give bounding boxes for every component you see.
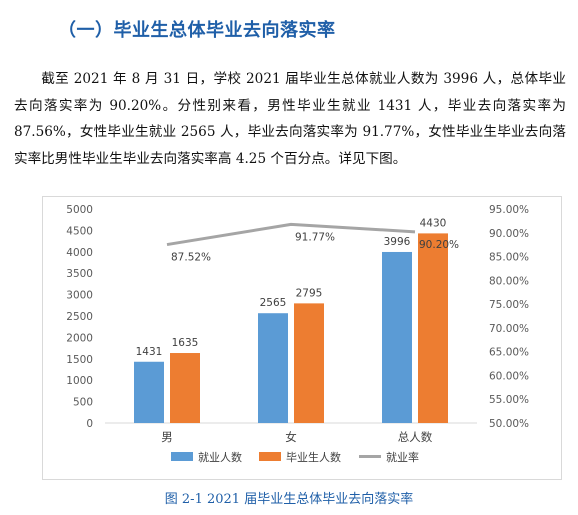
legend-swatch <box>171 452 193 461</box>
summary-paragraph: 截至 2021 年 8 月 31 日，学校 2021 届毕业生总体就业人数为 3… <box>14 71 566 167</box>
bar-value-label: 4430 <box>420 217 447 229</box>
right-tick-label: 60.00% <box>489 370 529 382</box>
bar-series: 1431 1635 2565 2795 3996 4430 <box>134 217 448 423</box>
left-axis: 0 500 1000 1500 2000 2500 3000 3500 4000 4500 5000 <box>66 204 93 430</box>
line-series: 87.52% 91.77% 90.20% <box>166 222 459 264</box>
rate-line <box>166 222 416 247</box>
line-value-label: 87.52% <box>171 252 211 264</box>
left-tick-label: 3000 <box>66 290 93 302</box>
bar <box>418 233 448 423</box>
chart-frame: 0 500 1000 1500 2000 2500 3000 3500 4000 4500 5000… <box>42 196 562 480</box>
left-tick-label: 1500 <box>66 354 93 366</box>
right-tick-label: 90.00% <box>489 228 529 240</box>
category-label: 总人数 <box>398 430 433 444</box>
bar-value-label: 2565 <box>260 297 287 309</box>
line-value-label: 90.20% <box>419 239 459 251</box>
legend-label: 就业率 <box>386 450 419 464</box>
right-tick-label: 50.00% <box>489 418 529 430</box>
legend-label: 就业人数 <box>198 450 242 464</box>
left-tick-label: 3500 <box>66 268 93 280</box>
bar <box>382 251 412 423</box>
category-label: 女 <box>285 430 297 444</box>
right-tick-label: 80.00% <box>489 275 529 287</box>
employment-chart: 0 500 1000 1500 2000 2500 3000 3500 4000 4500 5000… <box>66 204 529 464</box>
left-tick-label: 1000 <box>66 375 93 387</box>
bar <box>294 303 324 423</box>
left-tick-label: 2000 <box>66 332 93 344</box>
x-axis: 男 女 总人数 <box>105 422 477 444</box>
left-tick-label: 4500 <box>66 225 93 237</box>
category-label: 男 <box>161 430 173 444</box>
line-value-label: 91.77% <box>295 231 335 243</box>
right-tick-label: 85.00% <box>489 252 529 264</box>
right-tick-label: 55.00% <box>489 394 529 406</box>
bar-value-label: 2795 <box>296 287 323 299</box>
right-tick-label: 65.00% <box>489 347 529 359</box>
legend-label: 毕业生人数 <box>286 450 341 464</box>
left-tick-label: 2500 <box>66 311 93 323</box>
right-tick-label: 70.00% <box>489 323 529 335</box>
bar-value-label: 1635 <box>172 337 199 349</box>
bar <box>134 361 164 423</box>
left-tick-label: 4000 <box>66 247 93 259</box>
bar <box>258 313 288 423</box>
left-tick-label: 500 <box>73 397 93 409</box>
right-tick-label: 95.00% <box>489 204 529 216</box>
figure-caption: 图 2-1 2021 届毕业生总体毕业去向落实率 <box>164 492 414 507</box>
left-tick-label: 5000 <box>66 204 93 216</box>
section-heading: （一）毕业生总体毕业去向落实率 <box>58 20 336 41</box>
right-tick-label: 75.00% <box>489 299 529 311</box>
legend-swatch <box>259 452 281 461</box>
bar <box>170 353 200 423</box>
right-axis: 50.00% 55.00% 60.00% 65.00% 70.00% 75.00% 80.0… <box>489 204 529 430</box>
bar-value-label: 1431 <box>136 346 163 358</box>
left-tick-label: 0 <box>86 418 93 430</box>
legend: 就业人数 毕业生人数 就业率 <box>171 450 419 464</box>
bar-value-label: 3996 <box>384 236 411 248</box>
